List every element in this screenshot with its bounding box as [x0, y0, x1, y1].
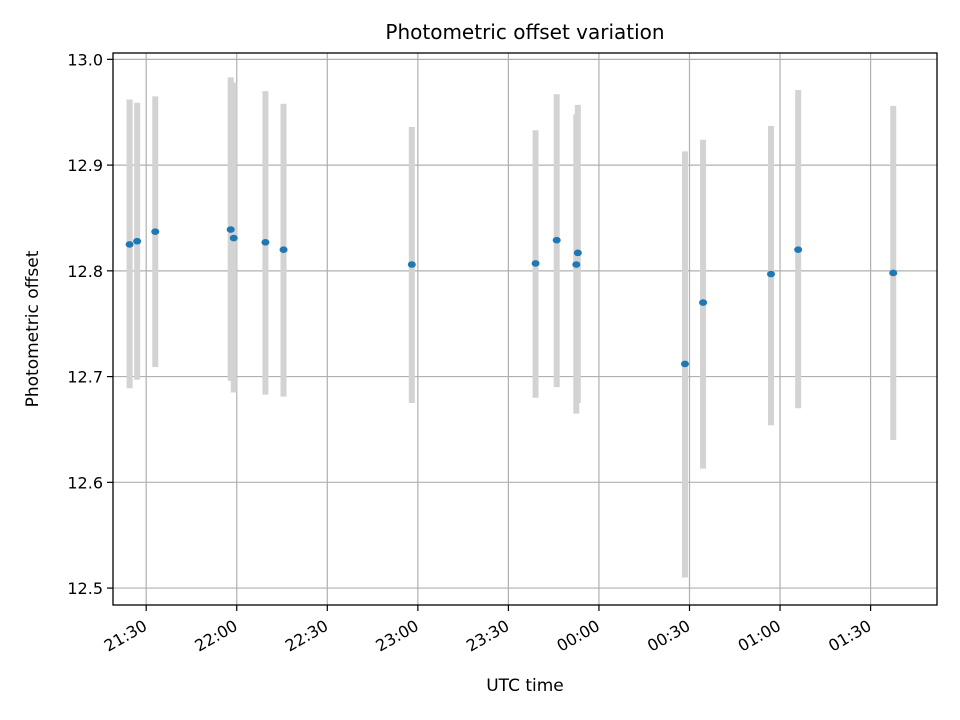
- y-tick-label: 12.7: [67, 368, 103, 387]
- data-point: [573, 249, 582, 257]
- data-point: [699, 299, 708, 306]
- data-point: [125, 241, 134, 248]
- data-points: [125, 226, 898, 368]
- data-point: [226, 226, 235, 233]
- y-axis: 12.5 12.6 12.7 12.8 12.9 13.0: [67, 50, 113, 598]
- data-point: [151, 228, 160, 236]
- data-point: [133, 237, 142, 245]
- data-point: [229, 234, 238, 242]
- data-point: [552, 236, 561, 244]
- y-tick-label: 12.5: [67, 579, 103, 598]
- data-point: [279, 246, 288, 253]
- data-point: [531, 260, 540, 267]
- data-point: [261, 238, 270, 246]
- data-point: [766, 270, 775, 278]
- data-point: [572, 261, 581, 268]
- data-point: [794, 246, 803, 253]
- x-axis-label: UTC time: [486, 676, 564, 696]
- y-tick-label: 12.6: [67, 473, 103, 492]
- data-point: [407, 261, 416, 268]
- y-tick-label: 12.9: [67, 156, 103, 175]
- data-point: [680, 360, 689, 368]
- plot-frame: [112, 52, 938, 606]
- grid: [113, 53, 937, 605]
- y-tick-label: 12.8: [67, 262, 103, 281]
- y-tick-label: 13.0: [67, 50, 103, 69]
- chart-title: Photometric offset variation: [385, 20, 664, 44]
- data-point: [889, 269, 898, 277]
- y-axis-label: Photometric offset: [23, 250, 43, 407]
